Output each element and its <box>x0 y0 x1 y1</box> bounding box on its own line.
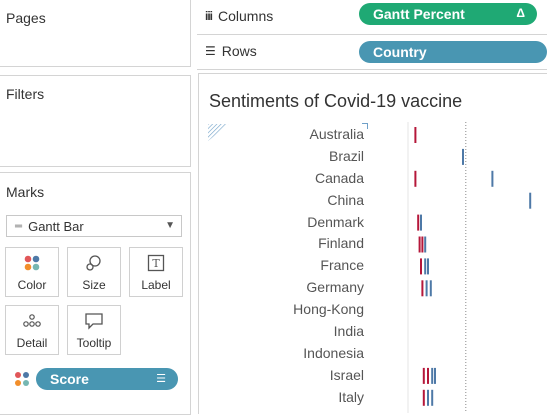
gantt-bar-icon: ═ <box>15 220 23 232</box>
gantt-mark[interactable] <box>414 170 417 187</box>
gantt-mark[interactable] <box>427 367 429 384</box>
corner-indicator-icon <box>208 124 229 141</box>
row-label: Canada <box>314 170 364 186</box>
row-label: Brazil <box>328 148 364 164</box>
gantt-mark[interactable] <box>417 214 420 231</box>
gantt-mark[interactable] <box>429 280 432 297</box>
gantt-mark[interactable] <box>418 236 421 253</box>
row-label: China <box>327 192 364 208</box>
chevron-down-icon: ▼ <box>165 220 175 231</box>
gantt-mark[interactable] <box>462 148 464 165</box>
gantt-mark[interactable] <box>434 367 436 384</box>
size-icon <box>86 255 101 271</box>
gantt-mark[interactable] <box>431 367 434 384</box>
label-label: Label <box>141 278 171 292</box>
label-icon: T <box>147 254 165 272</box>
rows-label: Rows <box>221 43 257 59</box>
gantt-mark[interactable] <box>424 236 427 253</box>
row-label: Australia <box>309 126 364 142</box>
country-pill-label: Country <box>373 44 427 60</box>
score-pill[interactable]: Score ☰ <box>36 368 178 390</box>
filters-card[interactable]: Filters <box>0 75 191 167</box>
row-label: France <box>320 257 364 273</box>
gantt-mark[interactable] <box>425 280 428 297</box>
row-label: Denmark <box>307 214 364 230</box>
label-button[interactable]: T Label <box>129 247 183 297</box>
gantt-mark[interactable] <box>491 170 494 187</box>
gantt-percent-pill[interactable]: Gantt Percent Δ <box>359 3 537 25</box>
mark-type-value: Gantt Bar <box>28 218 84 234</box>
tooltip-label: Tooltip <box>76 336 112 350</box>
detail-icon <box>23 314 41 327</box>
gantt-mark[interactable] <box>414 127 417 143</box>
row-label: Finland <box>318 235 364 251</box>
row-label: India <box>333 323 364 339</box>
size-button[interactable]: Size <box>67 247 121 297</box>
gantt-mark[interactable] <box>422 367 425 384</box>
gantt-percent-pill-label: Gantt Percent <box>373 6 465 22</box>
svg-text:T: T <box>152 257 160 270</box>
row-label: Italy <box>338 389 364 405</box>
columns-shelf-label: iii Columns <box>205 8 273 24</box>
gantt-mark[interactable] <box>421 236 424 253</box>
detail-label: Detail <box>16 336 48 350</box>
rows-icon: ☰ <box>205 44 216 58</box>
score-pill-label: Score <box>50 371 89 387</box>
color-icon <box>24 255 40 271</box>
marks-title: Marks <box>6 184 45 200</box>
row-label: Germany <box>306 279 364 295</box>
gantt-mark[interactable] <box>427 258 429 275</box>
tooltip-button[interactable]: Tooltip <box>67 305 121 355</box>
pages-title: Pages <box>6 10 46 26</box>
detail-button[interactable]: Detail <box>5 305 59 355</box>
mark-type-dropdown[interactable]: ═ Gantt Bar ▼ <box>6 215 182 237</box>
viz-title: Sentiments of Covid-19 vaccine <box>209 91 463 111</box>
country-pill[interactable]: Country <box>359 41 547 63</box>
rows-shelf-label: ☰ Rows <box>205 43 257 59</box>
color-encoding-icon <box>15 372 29 386</box>
header-corner-mark <box>362 123 368 129</box>
gantt-mark[interactable] <box>529 192 532 209</box>
sort-icon: ☰ <box>156 373 166 385</box>
gantt-mark[interactable] <box>420 214 422 231</box>
delta-icon: Δ <box>516 6 525 20</box>
filters-title: Filters <box>6 86 45 102</box>
size-label: Size <box>82 278 106 292</box>
gantt-mark[interactable] <box>424 258 427 275</box>
gantt-plot[interactable] <box>407 122 547 413</box>
columns-label: Columns <box>218 8 274 24</box>
row-label: Israel <box>329 367 364 383</box>
gantt-mark[interactable] <box>421 280 424 297</box>
gantt-mark[interactable] <box>427 389 429 406</box>
color-button[interactable]: Color <box>5 247 59 297</box>
gantt-mark[interactable] <box>420 258 422 275</box>
viz-area <box>198 73 547 414</box>
gantt-mark[interactable] <box>422 389 425 406</box>
pages-card: Pages <box>0 0 191 67</box>
columns-icon: iii <box>205 9 213 23</box>
color-label: Color <box>17 278 47 292</box>
row-label: Indonesia <box>303 345 364 361</box>
gantt-mark[interactable] <box>431 389 434 406</box>
row-label: Hong-Kong <box>293 301 364 317</box>
tooltip-icon <box>85 313 103 330</box>
